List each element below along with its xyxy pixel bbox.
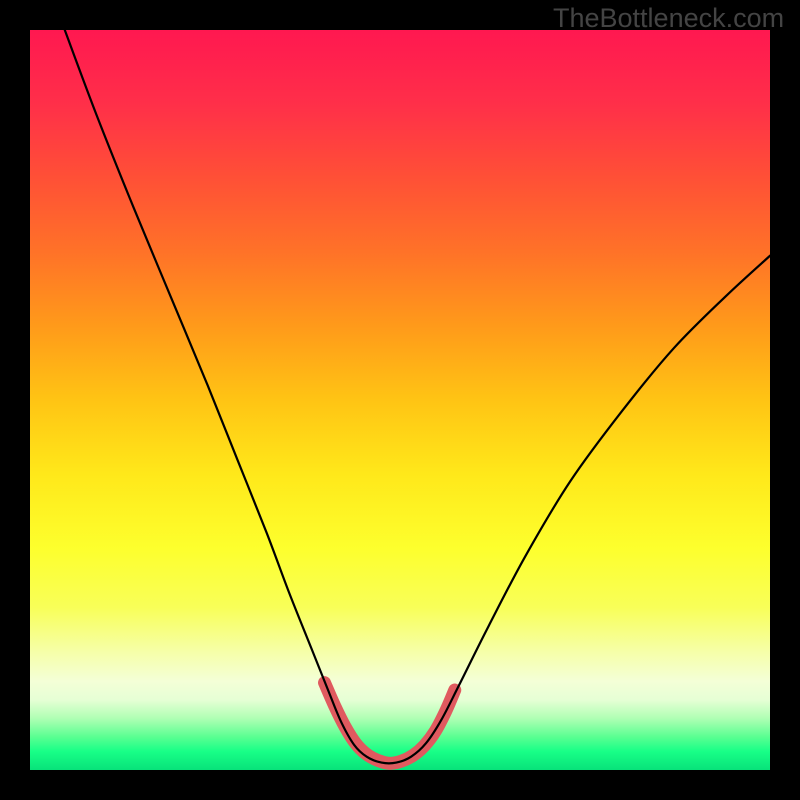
chart-svg — [0, 0, 800, 800]
watermark-text: TheBottleneck.com — [553, 3, 784, 34]
gradient-background — [30, 30, 770, 770]
chart-stage: TheBottleneck.com — [0, 0, 800, 800]
